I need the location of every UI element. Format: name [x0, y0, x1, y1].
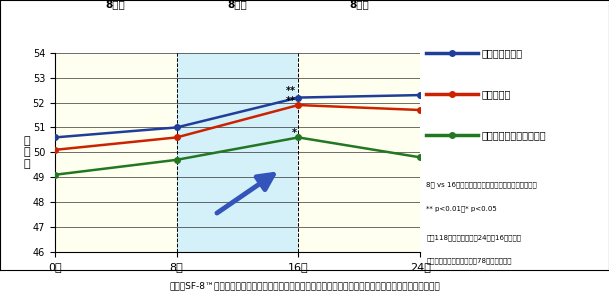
Text: 非飲用期間
8週間: 非飲用期間 8週間: [343, 0, 375, 9]
Text: 値は118名の平均値．（24週は16週以降の: 値は118名の平均値．（24週は16週以降の: [426, 234, 521, 241]
Text: 飲用期間
8週間: 飲用期間 8週間: [225, 0, 250, 9]
Text: 継続参加の同意が得られた78名の平均値）: 継続参加の同意が得られた78名の平均値）: [426, 258, 512, 265]
Bar: [298, 53, 420, 252]
Text: **: **: [286, 86, 296, 96]
Text: ：心の健康: ：心の健康: [481, 89, 510, 99]
Text: **: **: [286, 96, 296, 106]
Text: ：日常役割機能（精神）: ：日常役割機能（精神）: [481, 130, 546, 140]
Text: ** p<0.01，* p<0.05: ** p<0.01，* p<0.05: [426, 205, 497, 212]
Text: *: *: [292, 128, 297, 138]
Bar: [55, 53, 177, 252]
Text: 非飲用期間
8週間: 非飲用期間 8週間: [100, 0, 132, 9]
Bar: [177, 53, 298, 252]
Text: 図１．SF-8™の評価項目（「全体的健康感」、「日常役割機能（精神）」、「心の健康」）のスコアの推移: 図１．SF-8™の評価項目（「全体的健康感」、「日常役割機能（精神）」、「心の健…: [169, 281, 440, 290]
Text: 8週 vs 16週：ウィルコクソンの符号付順位和検定、: 8週 vs 16週：ウィルコクソンの符号付順位和検定、: [426, 182, 537, 188]
Text: ：全体的健康感: ：全体的健康感: [481, 48, 523, 58]
Y-axis label: ス
コ
ア: ス コ ア: [23, 136, 30, 169]
